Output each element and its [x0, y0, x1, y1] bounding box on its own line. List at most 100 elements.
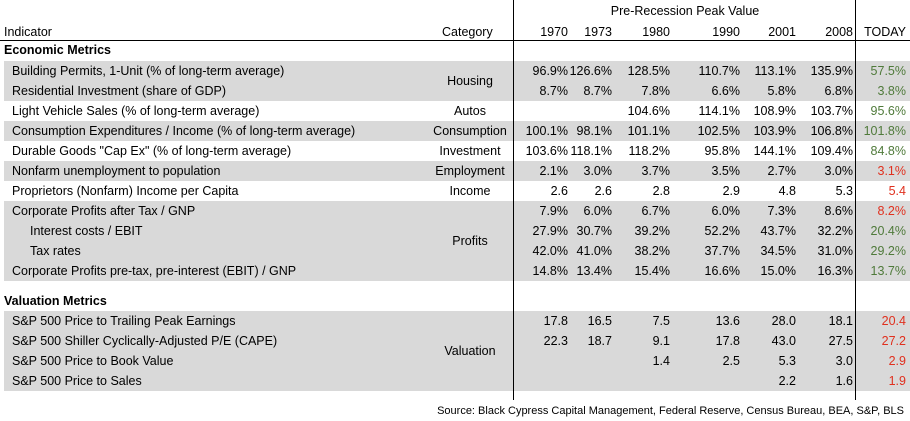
value-cell: [568, 101, 612, 121]
value-cell: 43.7%: [760, 224, 796, 238]
value-cell: 98.1%: [576, 124, 612, 138]
row-label: Interest costs / EBIT: [30, 224, 143, 238]
year-header-today: TODAY: [864, 25, 906, 39]
value-cell: 144.1%: [753, 144, 796, 158]
value-cell: 3.0: [835, 354, 853, 368]
year-header-1990: 1990: [712, 25, 740, 39]
category-profits: Profits: [452, 234, 488, 248]
divider-category-years: [513, 0, 514, 400]
today-value-cell: 1.9: [888, 374, 906, 388]
table-row: Building Permits, 1-Unit (% of long-term…: [0, 61, 910, 81]
row-label: Proprietors (Nonfarm) Income per Capita: [12, 184, 239, 198]
value-cell: 110.7%: [698, 64, 740, 78]
value-cell: 8.7%: [539, 84, 569, 98]
category-consumption: Consumption: [433, 124, 507, 138]
table-row: S&P 500 Price to Sales 2.2 1.6 1.9: [0, 371, 910, 391]
year-header-2001: 2001: [768, 25, 796, 39]
value-cell: 6.7%: [641, 204, 671, 218]
row-label: Consumption Expenditures / Income (% of …: [12, 124, 356, 138]
value-cell: 16.3%: [817, 264, 853, 278]
value-cell: [568, 371, 612, 391]
shade-band: [4, 201, 910, 281]
table-row: S&P 500 Price to Trailing Peak Earnings 1…: [0, 311, 910, 331]
value-cell: 18.7: [587, 334, 612, 348]
year-header-1973: 1973: [584, 25, 612, 39]
value-cell: 118.1%: [570, 144, 612, 158]
value-cell: 28.0: [771, 314, 796, 328]
today-value-cell: 29.2%: [870, 244, 906, 258]
today-value-cell: 5.4: [888, 184, 906, 198]
indicator-header: Indicator: [4, 25, 52, 39]
category-header: Category: [442, 25, 493, 39]
today-value-cell: 13.7%: [870, 264, 906, 278]
value-cell: [515, 101, 568, 121]
today-value-cell: 27.2: [881, 334, 906, 348]
value-cell: 7.3%: [767, 204, 797, 218]
value-cell: 1.6: [835, 374, 853, 388]
value-cell: 3.7%: [641, 164, 671, 178]
today-value-cell: 20.4: [881, 314, 906, 328]
table-row: Corporate Profits after Tax / GNP 7.9% 6.0…: [0, 201, 910, 221]
table-row: Nonfarm unemployment to population 2.1% 3.…: [0, 161, 910, 181]
year-header-2008: 2008: [825, 25, 853, 39]
value-cell: 18.1: [828, 314, 853, 328]
row-label: Nonfarm unemployment to population: [12, 164, 221, 178]
value-cell: 32.2%: [817, 224, 853, 238]
value-cell: 135.9%: [810, 64, 853, 78]
value-cell: 126.6%: [569, 64, 612, 78]
row-label: Corporate Profits after Tax / GNP: [12, 204, 196, 218]
today-value-cell: 20.4%: [870, 224, 906, 238]
value-cell: 128.5%: [627, 64, 670, 78]
value-cell: 103.7%: [810, 104, 853, 118]
value-cell: 7.8%: [641, 84, 671, 98]
value-cell: 15.0%: [760, 264, 796, 278]
value-cell: 2.2: [778, 374, 796, 388]
divider-today: [855, 0, 856, 400]
row-label: Durable Goods "Cap Ex" (% of long-term a…: [12, 144, 292, 158]
header-divider: [0, 40, 910, 41]
value-cell: 113.1%: [754, 64, 796, 78]
value-cell: 34.5%: [760, 244, 796, 258]
value-cell: [515, 371, 568, 391]
value-cell: 114.1%: [698, 104, 740, 118]
value-cell: 109.4%: [810, 144, 853, 158]
value-cell: 6.6%: [711, 84, 741, 98]
value-cell: 4.8: [778, 184, 796, 198]
shade-band: [4, 311, 910, 391]
table-row: Consumption Expenditures / Income (% of …: [0, 121, 910, 141]
value-cell: 2.7%: [767, 164, 797, 178]
table-row: Residential Investment (share of GDP) 8.7…: [0, 81, 910, 101]
shade-band: [4, 61, 910, 101]
value-cell: 38.2%: [634, 244, 670, 258]
category-income: Income: [449, 184, 491, 198]
value-cell: [612, 371, 670, 391]
group-header: Pre-Recession Peak Value: [610, 4, 760, 18]
value-cell: 103.6%: [525, 144, 568, 158]
value-cell: 8.6%: [824, 204, 854, 218]
value-cell: 5.3: [835, 184, 853, 198]
value-cell: 6.8%: [824, 84, 854, 98]
value-cell: 37.7%: [704, 244, 740, 258]
value-cell: 96.9%: [532, 64, 568, 78]
value-cell: 7.9%: [539, 204, 569, 218]
value-cell: 2.6: [594, 184, 612, 198]
category-employment: Employment: [435, 164, 505, 178]
value-cell: 27.9%: [532, 224, 568, 238]
value-cell: 30.7%: [576, 224, 612, 238]
value-cell: 7.5: [652, 314, 670, 328]
value-cell: 101.1%: [627, 124, 670, 138]
table-row: Durable Goods "Cap Ex" (% of long-term a…: [0, 141, 910, 161]
value-cell: 118.2%: [628, 144, 670, 158]
category-housing: Housing: [447, 74, 493, 88]
value-cell: 3.0%: [583, 164, 613, 178]
value-cell: 5.3: [778, 354, 796, 368]
value-cell: 42.0%: [532, 244, 568, 258]
row-label: S&P 500 Shiller Cyclically-Adjusted P/E …: [12, 334, 278, 348]
table-row: S&P 500 Shiller Cyclically-Adjusted P/E …: [0, 331, 910, 351]
today-value-cell: 3.8%: [877, 84, 907, 98]
value-cell: 106.8%: [810, 124, 853, 138]
row-label: S&P 500 Price to Sales: [12, 374, 142, 388]
value-cell: 31.0%: [817, 244, 853, 258]
table-row: Corporate Profits pre-tax, pre-interest …: [0, 261, 910, 281]
category-autos: Autos: [454, 104, 486, 118]
